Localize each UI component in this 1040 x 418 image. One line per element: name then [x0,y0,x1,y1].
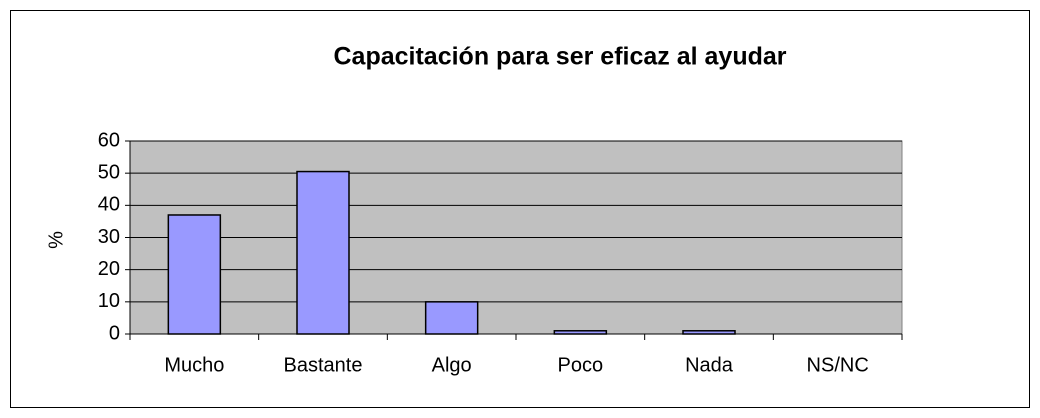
y-axis-label: % [45,231,67,249]
y-tick-label: 50 [98,161,120,183]
y-tick-label: 60 [98,129,120,151]
y-tick-label: 10 [98,290,120,312]
x-tick-label: Poco [558,354,604,376]
x-tick-label: Algo [432,354,472,376]
bar [167,214,222,335]
chart-title: Capacitación para ser eficaz al ayudar [334,43,787,71]
bar [424,301,479,335]
y-tick-label: 20 [98,258,120,280]
x-tick-label: NS/NC [807,354,869,376]
y-tick-label: 40 [98,194,120,216]
x-tick-label: Nada [685,354,734,376]
bar [296,170,350,335]
y-tick-label: 0 [109,322,120,344]
y-tick-label: 30 [98,226,120,248]
x-tick-label: Bastante [284,354,363,376]
x-tick-label: Mucho [164,354,224,376]
